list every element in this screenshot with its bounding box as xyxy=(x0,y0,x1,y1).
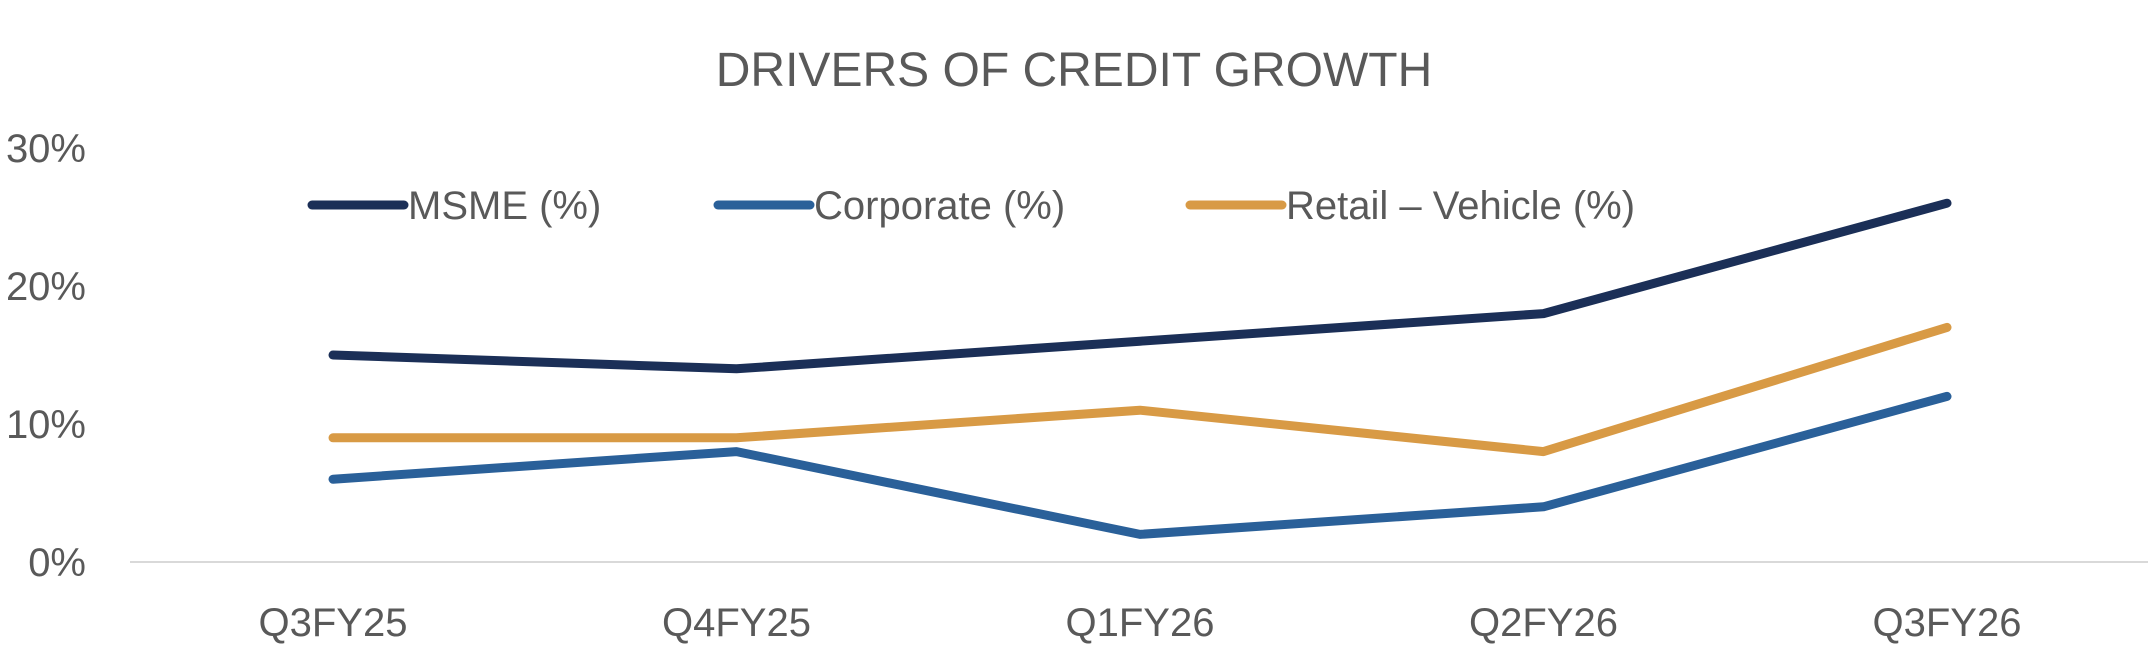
x-tick-label: Q1FY26 xyxy=(1066,601,1215,645)
legend: MSME (%) Corporate (%) Retail – Vehicle (%… xyxy=(307,184,1635,228)
series-line xyxy=(328,198,1952,374)
x-tick-label: Q4FY25 xyxy=(662,601,811,645)
y-tick-label: 30% xyxy=(6,127,86,171)
y-tick-label: 20% xyxy=(6,265,86,309)
y-tick-label: 0% xyxy=(28,541,86,585)
x-axis-ticks: Q3FY25 Q4FY25 Q1FY26 Q2FY26 Q3FY26 xyxy=(259,601,2022,645)
series-line xyxy=(328,322,1952,457)
series-line xyxy=(328,391,1952,539)
y-tick-label: 10% xyxy=(6,403,86,447)
x-tick-label: Q3FY26 xyxy=(1873,601,2022,645)
chart-title: DRIVERS OF CREDIT GROWTH xyxy=(716,44,1432,97)
legend-item: MSME (%) xyxy=(307,184,601,228)
series-lines xyxy=(328,198,1952,539)
legend-item: Retail – Vehicle (%) xyxy=(1185,184,1635,228)
legend-label: Retail – Vehicle (%) xyxy=(1286,184,1635,228)
legend-label: Corporate (%) xyxy=(814,184,1065,228)
x-tick-label: Q3FY25 xyxy=(259,601,408,645)
y-axis-ticks: 0% 10% 20% 30% xyxy=(6,127,86,585)
x-tick-label: Q2FY26 xyxy=(1469,601,1618,645)
legend-label: MSME (%) xyxy=(408,184,601,228)
legend-item: Corporate (%) xyxy=(713,184,1065,228)
